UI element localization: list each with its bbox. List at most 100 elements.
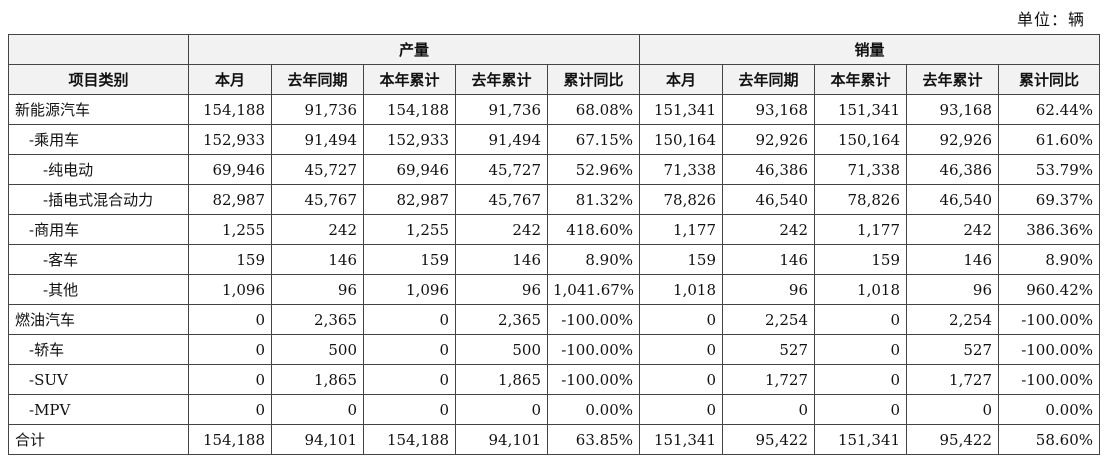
- production-cell: 91,494: [455, 124, 548, 155]
- production-cell: 69,946: [363, 154, 456, 185]
- production-cell: 67.15%: [547, 124, 640, 155]
- row-label: -轿车: [8, 334, 189, 365]
- sales-cell: 0: [814, 394, 907, 425]
- row-label: 燃油汽车: [8, 304, 189, 335]
- sales-cell: 58.60%: [998, 424, 1100, 455]
- production-cell: 0: [363, 334, 456, 365]
- production-cell: 154,188: [363, 424, 456, 455]
- production-cell: 63.85%: [547, 424, 640, 455]
- production-col-header: 本年累计: [363, 64, 456, 95]
- production-cell: 0: [188, 394, 272, 425]
- production-cell: 242: [455, 214, 548, 245]
- row-label: -MPV: [8, 394, 189, 425]
- production-cell: 91,494: [271, 124, 364, 155]
- production-cell: 1,255: [363, 214, 456, 245]
- production-cell: 82,987: [363, 184, 456, 215]
- table-row: -插电式混合动力 82,987 45,767 82,987 45,767 81.32% 78…: [8, 184, 1100, 215]
- production-cell: 242: [271, 214, 364, 245]
- production-cell: -100.00%: [547, 334, 640, 365]
- sales-cell: 151,341: [814, 94, 907, 125]
- sales-cell: 46,386: [906, 154, 999, 185]
- production-cell: 8.90%: [547, 244, 640, 275]
- table-row: -其他 1,096 96 1,096 96 1,041.67% 1,018 96 1,018 96…: [8, 274, 1100, 305]
- row-label: -商用车: [8, 214, 189, 245]
- production-cell: 94,101: [455, 424, 548, 455]
- production-cell: 82,987: [188, 184, 272, 215]
- sales-col-header: 本月: [639, 64, 723, 95]
- sales-col-header: 去年同期: [722, 64, 815, 95]
- sales-cell: 71,338: [639, 154, 723, 185]
- sales-cell: 150,164: [814, 124, 907, 155]
- unit-label: 单位：辆: [1016, 10, 1085, 29]
- sales-cell: 151,341: [639, 94, 723, 125]
- production-cell: 154,188: [188, 94, 272, 125]
- production-cell: 159: [188, 244, 272, 275]
- production-cell: 152,933: [188, 124, 272, 155]
- production-cell: -100.00%: [547, 304, 640, 335]
- production-cell: 154,188: [363, 94, 456, 125]
- table-row: 新能源汽车 154,188 91,736 154,188 91,736 68.08% 151…: [8, 94, 1100, 125]
- production-cell: 1,096: [188, 274, 272, 305]
- production-cell: 146: [271, 244, 364, 275]
- production-col-header: 去年同期: [271, 64, 364, 95]
- table-row: -乘用车 152,933 91,494 152,933 91,494 67.15% 150,…: [8, 124, 1100, 155]
- sales-cell: 151,341: [814, 424, 907, 455]
- sales-cell: 242: [906, 214, 999, 245]
- sales-cell: 1,018: [639, 274, 723, 305]
- sales-cell: 1,018: [814, 274, 907, 305]
- category-header: 项目类别: [8, 64, 189, 95]
- table-row: 燃油汽车 0 2,365 0 2,365 -100.00% 0 2,254 0 2,254 -100…: [8, 304, 1100, 335]
- production-cell: 45,767: [455, 184, 548, 215]
- production-col-header: 去年累计: [455, 64, 548, 95]
- sales-cell: 46,386: [722, 154, 815, 185]
- table-body: 新能源汽车 154,188 91,736 154,188 91,736 68.08% 151…: [8, 94, 1100, 455]
- row-label: -SUV: [8, 364, 189, 395]
- production-cell: 0.00%: [547, 394, 640, 425]
- production-cell: 152,933: [363, 124, 456, 155]
- table-row: -纯电动 69,946 45,727 69,946 45,727 52.96% 71,338…: [8, 154, 1100, 185]
- sales-cell: 0.00%: [998, 394, 1100, 425]
- sales-cell: 0: [722, 394, 815, 425]
- row-label: -插电式混合动力: [8, 184, 189, 215]
- sales-cell: -100.00%: [998, 334, 1100, 365]
- row-label: 新能源汽车: [8, 94, 189, 125]
- sales-cell: 146: [722, 244, 815, 275]
- sales-cell: 78,826: [639, 184, 723, 215]
- sales-cell: 1,727: [906, 364, 999, 395]
- sales-cell: 2,254: [906, 304, 999, 335]
- production-cell: 81.32%: [547, 184, 640, 215]
- production-cell: 2,365: [271, 304, 364, 335]
- sales-cell: 95,422: [906, 424, 999, 455]
- sales-cell: 61.60%: [998, 124, 1100, 155]
- sales-cell: 1,177: [814, 214, 907, 245]
- group-header-row: 产量 销量: [8, 34, 1100, 65]
- sales-cell: 0: [639, 334, 723, 365]
- production-cell: 1,865: [455, 364, 548, 395]
- production-cell: 52.96%: [547, 154, 640, 185]
- production-cell: 0: [363, 364, 456, 395]
- sales-cell: 78,826: [814, 184, 907, 215]
- production-cell: 2,365: [455, 304, 548, 335]
- production-col-header: 累计同比: [547, 64, 640, 95]
- sales-cell: 93,168: [722, 94, 815, 125]
- sales-cell: 1,727: [722, 364, 815, 395]
- sales-cell: 0: [906, 394, 999, 425]
- production-cell: 96: [271, 274, 364, 305]
- production-cell: 69,946: [188, 154, 272, 185]
- production-cell: -100.00%: [547, 364, 640, 395]
- sales-cell: 159: [814, 244, 907, 275]
- sales-cell: 0: [814, 334, 907, 365]
- production-cell: 500: [271, 334, 364, 365]
- sales-col-header: 去年累计: [906, 64, 999, 95]
- sales-cell: 46,540: [906, 184, 999, 215]
- production-cell: 91,736: [271, 94, 364, 125]
- sales-cell: 8.90%: [998, 244, 1100, 275]
- production-cell: 91,736: [455, 94, 548, 125]
- production-cell: 1,096: [363, 274, 456, 305]
- production-cell: 0: [188, 364, 272, 395]
- table-row: -商用车 1,255 242 1,255 242 418.60% 1,177 242 1,177…: [8, 214, 1100, 245]
- table-row: -MPV 0 0 0 0 0.00% 0 0 0 0 0.00%: [8, 394, 1100, 425]
- sales-cell: 2,254: [722, 304, 815, 335]
- production-cell: 0: [363, 394, 456, 425]
- sales-cell: 53.79%: [998, 154, 1100, 185]
